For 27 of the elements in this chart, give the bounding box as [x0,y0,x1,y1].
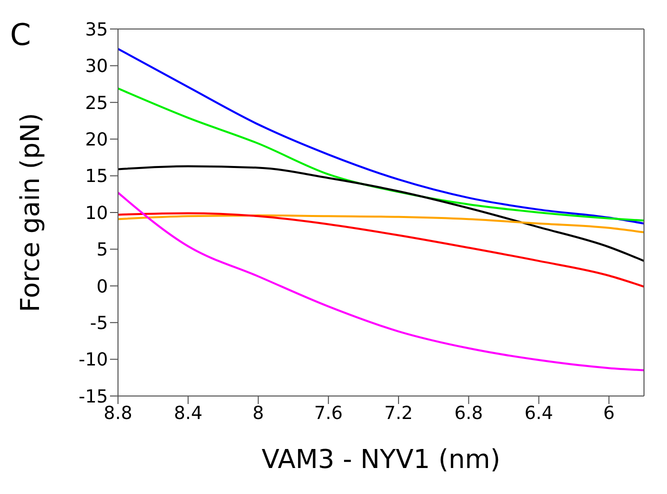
line-series [118,212,644,288]
y-tick-label: 15 [85,166,108,188]
y-tick-label: 20 [85,129,108,150]
line-series [118,165,644,262]
y-tick-label: -10 [78,350,108,371]
y-axis-title: Force gain (pN) [16,112,46,312]
line-series [118,214,644,234]
x-tick-label: 6 [603,402,615,424]
x-tick-label: 7.2 [384,402,413,424]
x-tick-label: 8.8 [104,402,132,424]
y-tick-label: 5 [96,240,108,261]
line-series [118,192,644,372]
chart-title: C [10,18,31,53]
y-tick-label: 25 [85,92,108,114]
x-tick-label: 7.6 [314,402,343,424]
x-tick-label: 8 [252,402,264,424]
y-tick-label: 35 [85,19,108,40]
y-tick-label: 30 [85,56,108,78]
line-series [118,48,644,225]
x-tick-label: 8.4 [174,402,202,424]
x-tick-label: 6.4 [524,402,554,424]
y-tick-label: 10 [85,202,108,224]
y-tick-label: 0 [96,276,108,298]
x-tick-label: 6.8 [454,402,483,424]
y-tick-label: -5 [90,312,108,334]
x-axis-title: VAM3 - NYV1 (nm) [262,445,500,475]
line-series [118,87,644,222]
